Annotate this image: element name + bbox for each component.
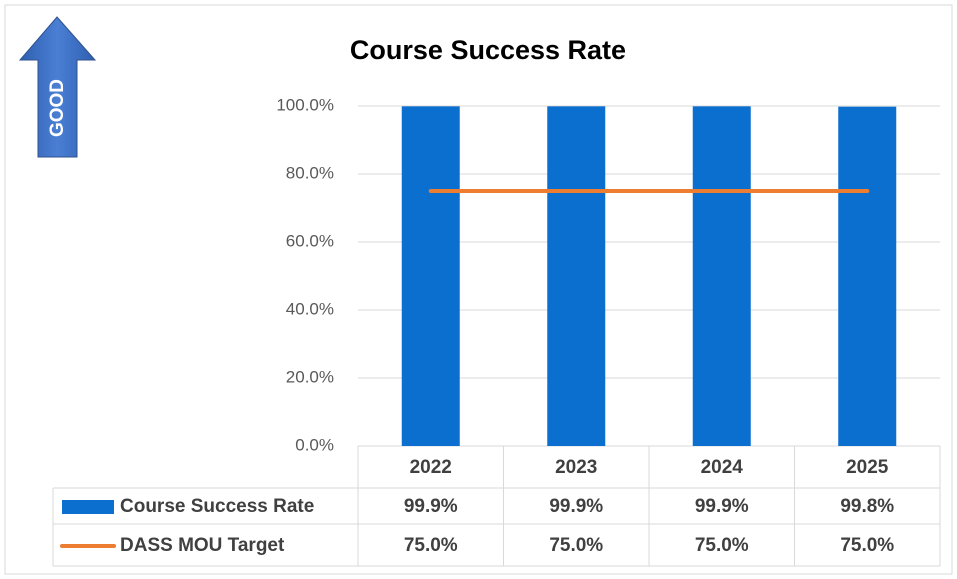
- chart-title: Course Success Rate: [350, 35, 626, 65]
- good-arrow: [18, 16, 97, 158]
- table-value: 99.9%: [549, 496, 603, 517]
- x-tick-label: 2023: [555, 457, 597, 478]
- bar: [838, 106, 897, 447]
- table-value: 75.0%: [404, 535, 458, 556]
- legend-swatch: [62, 500, 114, 514]
- x-tick-label: 2022: [410, 457, 452, 478]
- bar: [692, 106, 751, 446]
- table-value: 75.0%: [549, 535, 603, 556]
- table-value: 99.8%: [840, 496, 894, 517]
- legend-label: DASS MOU Target: [120, 535, 285, 556]
- chart-frame: [4, 4, 953, 575]
- bar: [401, 106, 460, 446]
- y-tick-label: 0.0%: [295, 435, 334, 454]
- x-tick-label: 2024: [701, 457, 744, 478]
- legend-label: Course Success Rate: [120, 496, 314, 517]
- y-tick-label: 100.0%: [276, 95, 334, 114]
- x-tick-label: 2025: [846, 457, 889, 478]
- y-tick-label: 20.0%: [286, 367, 334, 386]
- good-label: GOOD: [47, 79, 68, 137]
- y-tick-label: 40.0%: [286, 299, 334, 318]
- y-tick-label: 60.0%: [286, 231, 334, 250]
- table-value: 99.9%: [695, 496, 749, 517]
- bar: [547, 106, 606, 446]
- table-value: 99.9%: [404, 496, 458, 517]
- y-tick-label: 80.0%: [286, 163, 334, 182]
- table-value: 75.0%: [695, 535, 749, 556]
- table-value: 75.0%: [840, 535, 894, 556]
